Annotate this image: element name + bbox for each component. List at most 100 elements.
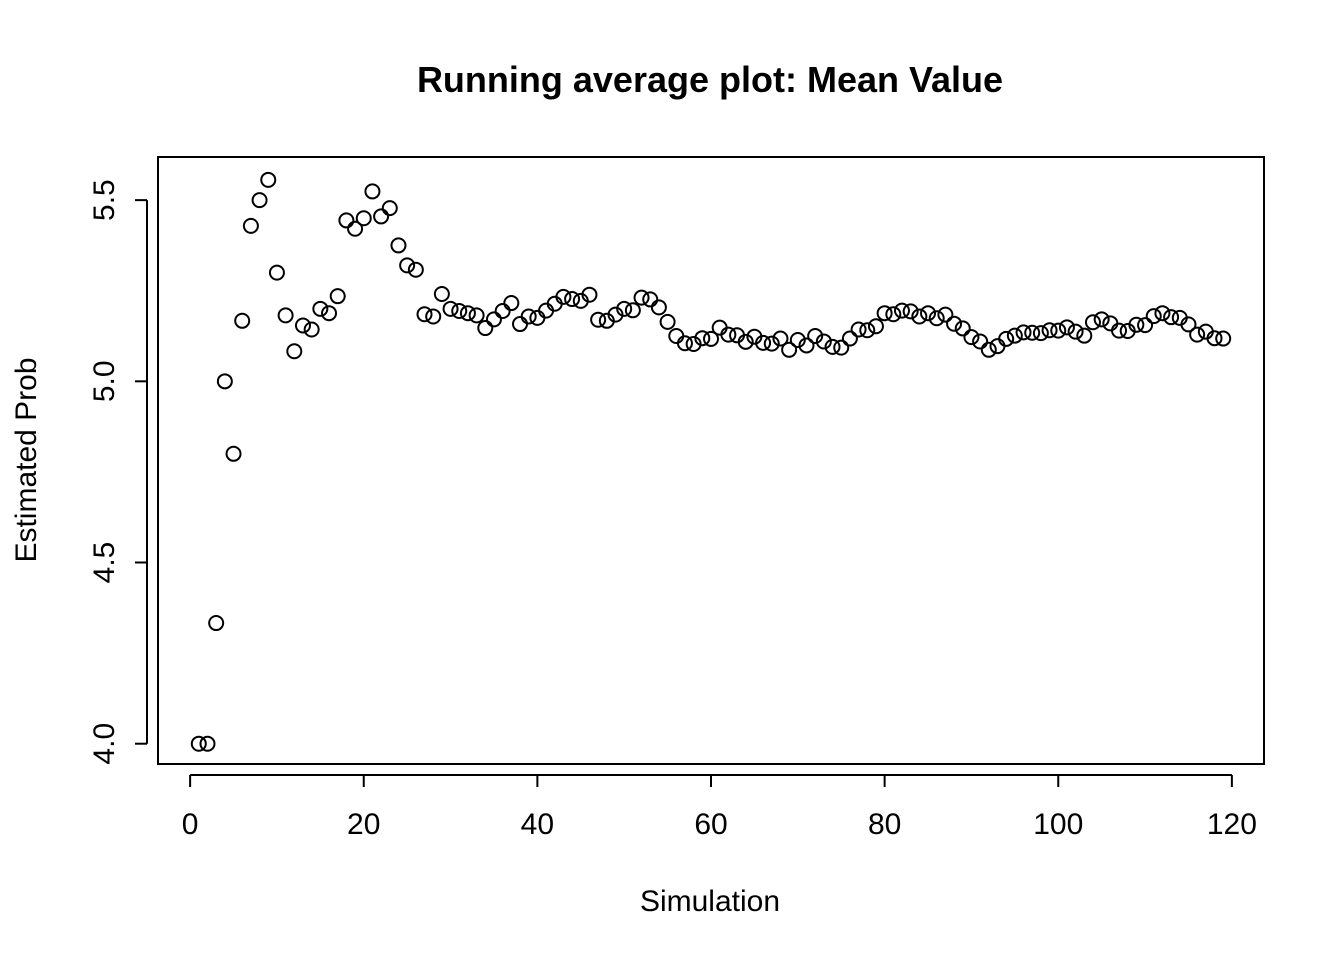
data-point: [451, 303, 468, 320]
data-point: [755, 334, 772, 351]
data-point: [199, 735, 216, 752]
data-point: [659, 313, 676, 330]
data-point: [815, 333, 832, 350]
data-point: [485, 311, 502, 328]
data-point: [529, 309, 546, 326]
data-point: [407, 261, 424, 278]
data-point: [1084, 314, 1101, 331]
data-point: [1128, 316, 1145, 333]
data-point: [1163, 309, 1180, 326]
data-point: [972, 333, 989, 350]
data-point: [1093, 311, 1110, 328]
data-point: [1102, 315, 1119, 332]
data-point: [590, 311, 607, 328]
data-point: [781, 341, 798, 358]
data-point: [937, 306, 954, 323]
data-point: [833, 339, 850, 356]
data-point: [998, 330, 1015, 347]
data-point: [911, 308, 928, 325]
y-tick-label: 5.5: [88, 179, 121, 221]
data-point: [1032, 325, 1049, 342]
data-point: [928, 310, 945, 327]
data-point: [989, 338, 1006, 355]
data-point: [433, 285, 450, 302]
data-point: [442, 300, 459, 317]
data-point: [633, 289, 650, 306]
data-point: [703, 330, 719, 347]
data-point: [355, 210, 372, 227]
data-point: [1024, 324, 1041, 341]
x-tick-label: 100: [1033, 808, 1083, 841]
data-point: [225, 445, 242, 462]
data-point: [824, 338, 841, 355]
x-tick-label: 120: [1207, 808, 1257, 841]
data-point: [1111, 322, 1128, 339]
data-point: [1076, 327, 1093, 344]
data-point: [286, 343, 303, 360]
data-point: [338, 212, 355, 229]
data-point: [1180, 316, 1197, 333]
data-point: [347, 220, 364, 237]
data-point: [920, 305, 937, 322]
data-point: [720, 326, 737, 343]
y-axis-label: Estimated Prob: [10, 357, 43, 562]
data-point: [364, 183, 381, 200]
data-point: [642, 291, 659, 308]
data-point: [954, 320, 971, 337]
data-point: [381, 200, 398, 217]
data-point: [294, 317, 311, 334]
data-point: [616, 300, 633, 317]
data-point: [468, 307, 485, 324]
data-point: [772, 330, 789, 347]
data-point: [1206, 330, 1223, 347]
data-point: [893, 302, 910, 319]
data-point: [512, 316, 529, 333]
data-point: [1145, 308, 1162, 325]
chart-title: Running average plot: Mean Value: [417, 59, 1003, 100]
y-tick-label: 5.0: [88, 360, 121, 402]
data-point: [1006, 327, 1023, 344]
y-tick-label: 4.5: [88, 542, 121, 584]
data-point: [737, 333, 754, 350]
data-point: [859, 322, 876, 339]
data-point: [789, 332, 806, 349]
data-point: [763, 335, 780, 352]
data-point: [668, 328, 685, 345]
x-tick-label: 80: [868, 808, 901, 841]
data-point: [1137, 317, 1154, 334]
data-point: [234, 312, 251, 329]
data-point: [312, 300, 329, 317]
data-point: [208, 615, 225, 632]
data-point: [242, 217, 259, 234]
data-point: [1189, 326, 1206, 343]
data-point: [425, 308, 442, 325]
data-point: [494, 303, 511, 320]
data-point: [676, 335, 693, 352]
data-point: [399, 257, 416, 274]
data-point: [503, 295, 520, 312]
y-axis: 4.0 4.5 5.0 5.5: [88, 179, 148, 765]
data-point: [807, 328, 824, 345]
data-point: [841, 330, 858, 347]
x-tick-label: 0: [182, 808, 199, 841]
data-point: [867, 318, 884, 335]
x-tick-label: 60: [694, 808, 727, 841]
data-point: [963, 329, 980, 346]
data-point: [190, 735, 207, 752]
data-point: [260, 171, 277, 188]
data-point: [555, 288, 572, 305]
data-point: [564, 291, 581, 308]
data-point: [277, 307, 294, 324]
data-point: [1058, 319, 1075, 336]
data-point: [251, 192, 268, 209]
data-point: [1154, 305, 1171, 322]
data-point: [520, 308, 537, 325]
x-tick-label: 20: [347, 808, 380, 841]
x-axis: 0 20 40 60 80 100 120: [182, 774, 1257, 841]
y-tick-label: 4.0: [88, 723, 121, 765]
data-point: [902, 303, 919, 320]
data-point: [416, 306, 433, 323]
data-point: [459, 305, 476, 322]
data-point: [1041, 322, 1058, 339]
data-points: [190, 171, 1232, 752]
